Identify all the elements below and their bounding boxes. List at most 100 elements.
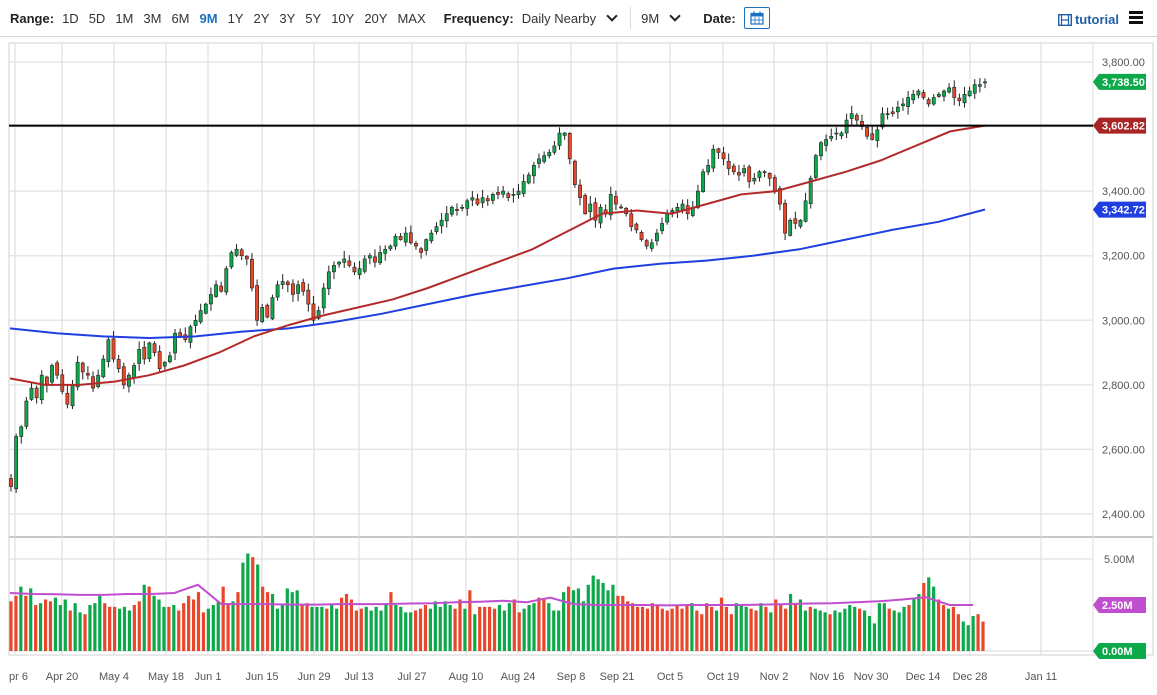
volume-bar: [660, 608, 664, 651]
volume-bar: [690, 603, 694, 651]
candle-down: [408, 232, 413, 244]
candle-down: [44, 376, 49, 386]
volume-bar: [581, 601, 585, 651]
candle-down: [957, 97, 962, 102]
range-5d[interactable]: 5D: [88, 10, 106, 26]
volume-ma-line: [9, 583, 973, 607]
candle-up: [526, 174, 531, 184]
candle-up: [977, 84, 982, 87]
candle-up: [337, 261, 341, 265]
candle-up: [588, 203, 593, 213]
candle-up: [552, 145, 557, 153]
volume-bar: [270, 593, 275, 651]
candle-down: [121, 366, 126, 386]
candle-up: [465, 200, 470, 209]
volume-bar: [729, 614, 733, 651]
tutorial-link[interactable]: tutorial: [1057, 12, 1119, 27]
range-5y[interactable]: 5Y: [305, 10, 322, 26]
candle-down: [373, 256, 377, 263]
volume-bar: [971, 616, 975, 651]
range-9m[interactable]: 9M: [199, 10, 218, 26]
range-1m[interactable]: 1M: [115, 10, 134, 26]
candle-up: [942, 90, 946, 97]
range-1d[interactable]: 1D: [62, 10, 79, 26]
candle-down: [583, 195, 588, 215]
candle-up: [701, 171, 705, 193]
volume-bar: [310, 606, 314, 651]
range-2y[interactable]: 2Y: [253, 10, 270, 26]
volume-bar: [404, 612, 408, 651]
candle-down: [398, 235, 403, 240]
ma200-line: [9, 208, 986, 340]
ma200-badge: 3,342.72: [1093, 201, 1146, 218]
frequency-dropdown[interactable]: Daily Nearby: [522, 10, 626, 26]
x-tick-label: pr 6: [9, 671, 28, 683]
calendar-icon: [750, 11, 764, 25]
range-6m[interactable]: 6M: [171, 10, 190, 26]
candle-up: [275, 284, 280, 298]
volume-bar: [246, 553, 250, 651]
range-3m[interactable]: 3M: [143, 10, 162, 26]
candle-down: [619, 206, 623, 209]
volume-bar: [724, 606, 729, 651]
volume-bar: [497, 605, 502, 651]
volume-bar: [606, 590, 610, 651]
calendar-button[interactable]: [743, 7, 770, 29]
date-selector: Date:: [703, 7, 770, 29]
candle-up: [367, 255, 372, 259]
volume-bar: [946, 608, 951, 651]
candle-down: [85, 373, 90, 376]
candle-up: [711, 148, 716, 169]
chart-canvas[interactable]: 2,400.00 2,600.00 2,800.00 3,000.00 3,200.00…: [0, 36, 1157, 690]
candle-down: [716, 148, 721, 153]
range-selector: Range: 1D 5D 1M 3M 6M 9M 1Y 2Y 3Y 5Y 10Y 20Y MAX: [0, 11, 436, 26]
candle-down: [644, 240, 649, 247]
candle-up: [537, 158, 541, 164]
range-1y[interactable]: 1Y: [227, 10, 244, 26]
chart-frame: [8, 42, 1154, 656]
candle-up: [895, 106, 900, 113]
hamburger-menu-icon[interactable]: [1129, 11, 1143, 26]
candle-down: [506, 193, 511, 198]
candle-up: [316, 310, 321, 319]
candle-down: [244, 255, 249, 260]
x-tick-label: Jun 15: [245, 671, 278, 683]
candle-up: [803, 200, 808, 222]
volume-bar: [764, 606, 768, 651]
range-3y[interactable]: 3Y: [279, 10, 296, 26]
volume-bar: [320, 606, 324, 651]
candle-down: [239, 249, 244, 257]
candle-up: [947, 87, 952, 93]
candle-up: [198, 310, 203, 323]
badge-shape: [1093, 597, 1146, 613]
range-max[interactable]: MAX: [397, 10, 426, 26]
candle-down: [926, 99, 931, 105]
volume-bar: [24, 595, 28, 651]
range-10y[interactable]: 10Y: [331, 10, 355, 26]
candle-up: [813, 155, 818, 178]
volume-bar: [83, 614, 87, 651]
candle-down: [34, 387, 39, 399]
volume-ma-badge: 2.50M: [1093, 597, 1146, 613]
price-chart[interactable]: 2,400.00 2,600.00 2,800.00 3,000.00 3,200.00…: [0, 36, 1157, 690]
volume-bar: [453, 608, 457, 651]
candle-up: [511, 194, 516, 196]
volume-bar: [29, 588, 33, 651]
volume-bar: [182, 603, 186, 651]
volume-bar: [848, 605, 852, 651]
volume-bar: [34, 605, 38, 651]
volume-bar: [547, 603, 551, 651]
volume-bar: [191, 599, 196, 651]
volume-bar: [275, 608, 280, 651]
candle-down: [419, 248, 424, 253]
tutorial-label: tutorial: [1074, 12, 1119, 27]
volume-bar: [562, 592, 566, 651]
volume-bar: [280, 605, 284, 651]
volume-bar: [838, 612, 842, 651]
candle-up: [880, 113, 885, 128]
candle-up: [209, 294, 213, 305]
period-dropdown[interactable]: 9M: [641, 10, 689, 26]
candle-down: [285, 281, 290, 286]
volume-bar: [236, 592, 240, 651]
range-20y[interactable]: 20Y: [364, 10, 388, 26]
